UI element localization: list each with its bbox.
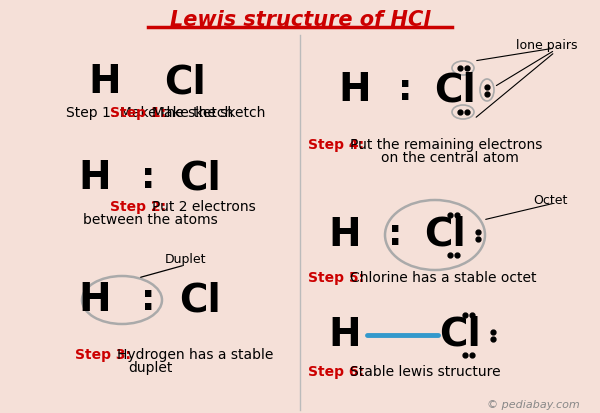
Text: Put 2 electrons: Put 2 electrons: [152, 200, 256, 214]
Text: Step 1: Make the sketch: Step 1: Make the sketch: [67, 106, 233, 120]
Text: Cl: Cl: [434, 71, 476, 109]
Text: Step 6:: Step 6:: [308, 365, 364, 379]
Text: Make the sketch: Make the sketch: [152, 106, 265, 120]
Text: H: H: [89, 63, 121, 101]
Text: Hydrogen has a stable: Hydrogen has a stable: [117, 348, 274, 362]
Text: Chlorine has a stable octet: Chlorine has a stable octet: [350, 271, 536, 285]
Text: Cl: Cl: [439, 316, 481, 354]
Text: H: H: [329, 216, 361, 254]
Text: H: H: [79, 281, 112, 319]
Text: Duplet: Duplet: [164, 254, 206, 266]
Text: Step 3:: Step 3:: [75, 348, 131, 362]
Text: lone pairs: lone pairs: [517, 38, 578, 52]
Text: :: :: [388, 218, 402, 252]
Text: :: :: [141, 283, 155, 317]
Text: :: :: [141, 161, 155, 195]
Text: Put the remaining electrons: Put the remaining electrons: [350, 138, 542, 152]
Text: H: H: [338, 71, 371, 109]
Text: Cl: Cl: [179, 159, 221, 197]
Text: :: :: [398, 73, 412, 107]
Text: Step 1:: Step 1:: [110, 106, 166, 120]
Text: Step 4:: Step 4:: [308, 138, 364, 152]
Text: Lewis structure of HCl: Lewis structure of HCl: [170, 10, 430, 30]
Text: Cl: Cl: [424, 216, 466, 254]
Text: Cl: Cl: [164, 63, 206, 101]
Text: between the atoms: between the atoms: [83, 213, 217, 227]
Text: H: H: [329, 316, 361, 354]
Text: © pediabay.com: © pediabay.com: [487, 400, 580, 410]
Text: on the central atom: on the central atom: [381, 151, 519, 165]
Text: Stable lewis structure: Stable lewis structure: [350, 365, 500, 379]
Text: Cl: Cl: [179, 281, 221, 319]
Text: Step 2:: Step 2:: [110, 200, 166, 214]
Text: Octet: Octet: [533, 194, 568, 206]
Text: Step 5:: Step 5:: [308, 271, 364, 285]
Text: H: H: [79, 159, 112, 197]
Text: duplet: duplet: [128, 361, 172, 375]
